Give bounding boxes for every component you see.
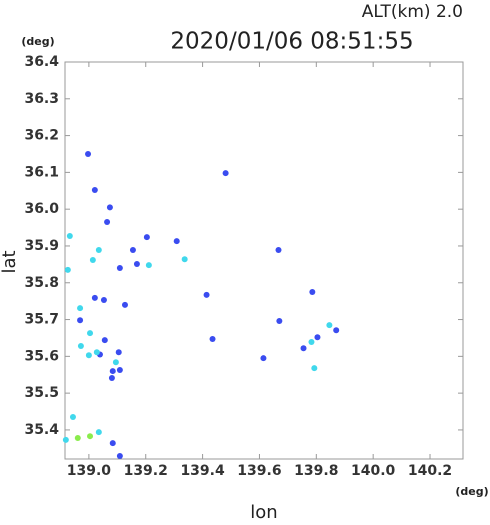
echo	[314, 334, 321, 341]
echo	[121, 301, 128, 308]
echo	[173, 238, 180, 245]
echo	[308, 338, 315, 345]
echo	[309, 288, 316, 295]
echo	[109, 440, 116, 447]
echo	[275, 247, 282, 254]
echo	[101, 337, 108, 344]
echo	[77, 305, 84, 312]
x-tick-label: 140.0	[351, 463, 396, 479]
y-unit: (deg)	[21, 35, 54, 48]
echo	[85, 352, 92, 359]
echo	[64, 266, 71, 273]
echo	[91, 294, 98, 301]
echo	[106, 204, 113, 211]
echo	[74, 435, 81, 442]
echo	[129, 247, 136, 254]
echo	[100, 297, 107, 304]
y-tick-label: 36.4	[24, 54, 59, 70]
echo	[311, 365, 318, 372]
y-tick-label: 35.7	[24, 312, 59, 328]
y-tick-label: 35.4	[24, 422, 59, 438]
echo	[143, 234, 150, 241]
echo	[93, 349, 100, 356]
echo	[85, 150, 92, 157]
y-tick-label: 36.2	[24, 128, 59, 144]
y-tick-label: 35.8	[24, 275, 59, 291]
echo	[108, 375, 115, 382]
echo	[209, 336, 216, 343]
echo	[104, 219, 111, 226]
echo	[116, 453, 123, 460]
echo	[95, 429, 102, 436]
echo	[116, 366, 123, 373]
echo	[89, 256, 96, 263]
echo	[333, 327, 340, 334]
chart-title: 2020/01/06 08:51:55	[170, 29, 413, 55]
echo	[77, 343, 84, 350]
y-tick-label: 36.3	[24, 91, 59, 107]
echo	[87, 330, 94, 337]
echo	[222, 170, 229, 177]
x-tick-label: 139.8	[294, 463, 338, 479]
plot-area	[64, 61, 464, 460]
x-tick-label: 139.6	[237, 463, 281, 479]
x-tick-label: 139.0	[67, 463, 112, 479]
echo	[112, 359, 119, 366]
echo	[69, 414, 76, 421]
echo	[87, 433, 94, 440]
echo	[66, 233, 73, 240]
echo	[109, 368, 116, 375]
echo	[260, 355, 267, 362]
echo	[115, 349, 122, 356]
echo	[95, 247, 102, 254]
y-tick-label: 36.1	[24, 164, 59, 180]
echo	[91, 187, 98, 194]
echo	[116, 265, 123, 272]
echo	[203, 291, 210, 298]
y-tick-label: 35.9	[24, 238, 59, 254]
y-tick-label: 35.6	[24, 348, 59, 364]
x-tick-label: 139.2	[124, 463, 168, 479]
y-axis-title: lat	[0, 250, 20, 273]
x-tick-label: 139.4	[180, 463, 225, 479]
echo	[62, 436, 69, 443]
echo	[326, 322, 333, 329]
x-axis-title: lon	[250, 502, 277, 521]
y-tick-label: 36.0	[24, 201, 59, 217]
echo	[276, 318, 283, 325]
echo	[300, 345, 307, 352]
y-tick-label: 35.5	[24, 385, 59, 401]
echo	[133, 260, 140, 267]
x-unit: (deg)	[455, 485, 488, 498]
echo	[181, 256, 188, 263]
echo	[145, 262, 152, 269]
echo	[77, 317, 84, 324]
altitude: ALT(km) 2.0	[362, 2, 463, 22]
x-tick-label: 140.2	[408, 463, 452, 479]
